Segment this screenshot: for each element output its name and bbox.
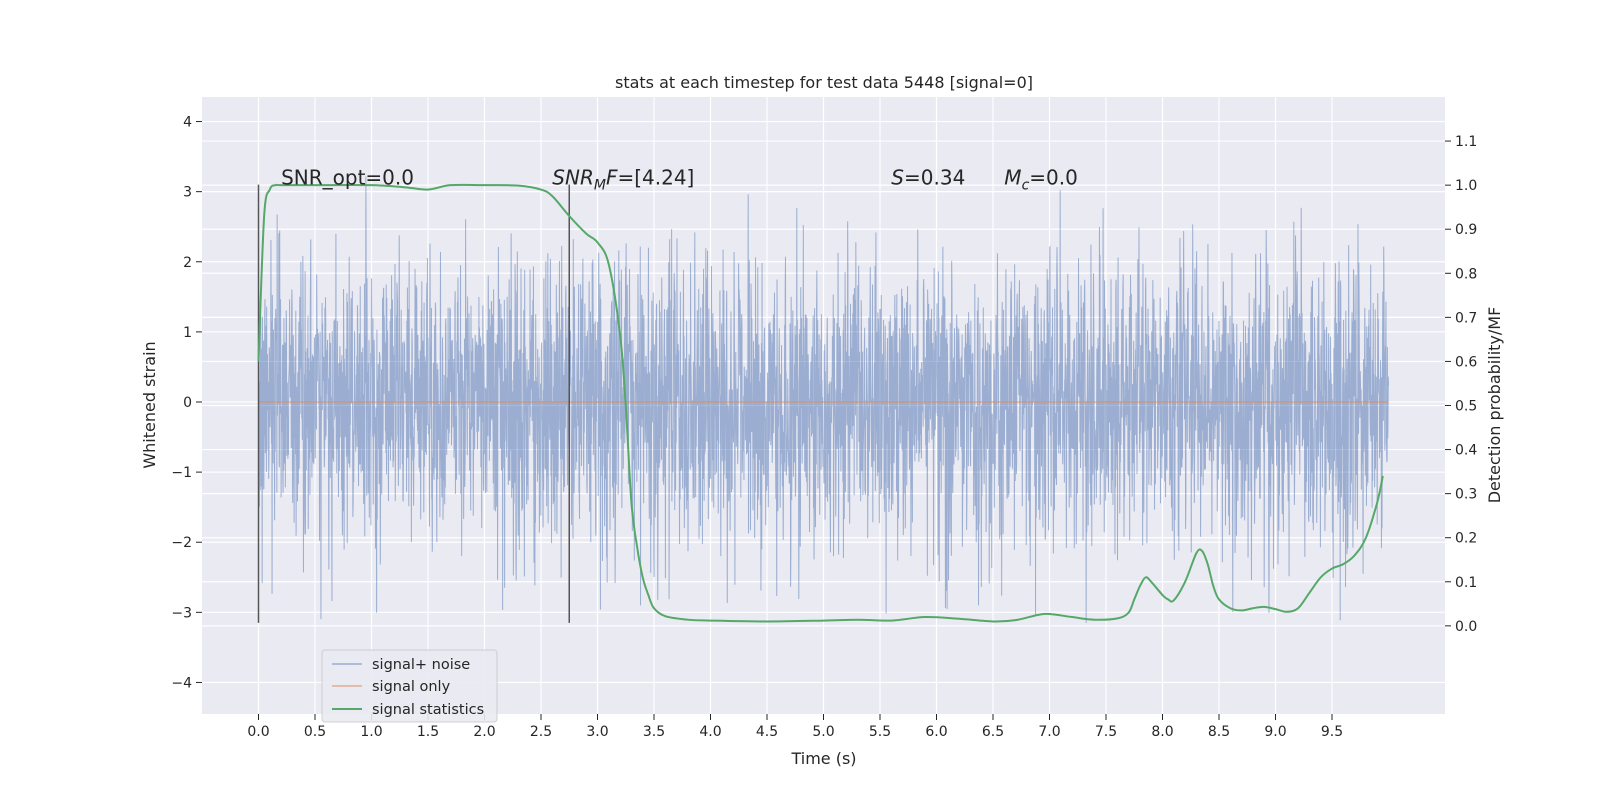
x-tick-label: 5.0 [812, 724, 834, 740]
y-tick-label: 0 [183, 395, 192, 411]
chart-title: stats at each timestep for test data 544… [615, 73, 1033, 92]
x-tick-label: 1.5 [417, 724, 439, 740]
series-signal-statistics [257, 183, 1384, 623]
y-tick-label: 2 [183, 255, 192, 271]
y-tick-label: −3 [171, 605, 192, 621]
annotation: SNRMF=[4.24] [552, 166, 694, 194]
x-tick-label: 2.5 [530, 724, 552, 740]
y2-tick-label: 0.8 [1455, 266, 1477, 282]
x-tick-label: 9.0 [1264, 724, 1286, 740]
x-tick-label: 4.5 [756, 724, 778, 740]
annotations: SNR_opt=0.0 SNRMF=[4.24] S=0.34 Mc=0.0 [281, 166, 1078, 194]
x-axis-ticks: 0.0 0.5 1.0 1.5 2.0 2.5 3.0 3.5 4.0 4.5 5.0 5.5 6.0 6… [247, 714, 1343, 740]
annotation: SNR_opt=0.0 [281, 166, 414, 190]
y2-tick-label: 1.1 [1455, 134, 1477, 150]
y-axis-ticks: −4 −3 −2 −1 0 1 2 3 4 [171, 115, 202, 691]
x-tick-label: 6.5 [982, 724, 1004, 740]
x-tick-label: 7.0 [1038, 724, 1060, 740]
x-tick-label: 0.5 [304, 724, 326, 740]
y2-tick-label: 0.0 [1455, 619, 1477, 635]
series-signal-noise [258, 176, 1389, 623]
y2-tick-label: 0.4 [1455, 443, 1477, 459]
legend-box [321, 649, 498, 723]
vertical-markers [257, 184, 570, 623]
y2-tick-label: 0.9 [1455, 222, 1477, 238]
y2-axis-ticks: 0.0 0.1 0.2 0.3 0.4 0.5 0.6 0.7 0.8 0.9 1.0 1.1 [1445, 134, 1477, 635]
y2-tick-label: 0.7 [1455, 310, 1477, 326]
y2-tick-label: 0.3 [1455, 487, 1477, 503]
legend-label-signal-only: signal only [372, 679, 451, 695]
x-tick-label: 0.0 [247, 724, 269, 740]
annotation: Mc=0.0 [1004, 166, 1078, 194]
statistics-line [257, 183, 1384, 623]
y-tick-label: 1 [183, 325, 192, 341]
x-tick-label: 8.0 [1151, 724, 1173, 740]
x-tick-label: 8.5 [1208, 724, 1230, 740]
legend-label-signal-noise: signal+ noise [372, 657, 470, 673]
y2-axis-label: Detection probability/MF [1485, 307, 1504, 504]
x-tick-label: 1.0 [360, 724, 382, 740]
x-axis-label: Time (s) [790, 749, 856, 768]
y2-tick-label: 0.5 [1455, 399, 1477, 415]
noise-trace [258, 176, 1389, 623]
y-tick-label: 3 [183, 185, 192, 201]
x-tick-label: 2.0 [473, 724, 495, 740]
y2-tick-label: 0.2 [1455, 531, 1477, 547]
x-tick-label: 3.0 [586, 724, 608, 740]
y2-tick-label: 0.6 [1455, 354, 1477, 370]
y-axis-label: Whitened strain [140, 341, 159, 468]
annotation: S=0.34 [891, 166, 965, 190]
x-tick-label: 9.5 [1321, 724, 1343, 740]
x-tick-label: 3.5 [643, 724, 665, 740]
x-tick-label: 5.5 [869, 724, 891, 740]
y-tick-label: −2 [171, 535, 192, 551]
x-tick-label: 7.5 [1095, 724, 1117, 740]
y-tick-label: 4 [183, 115, 192, 131]
x-tick-label: 6.0 [925, 724, 947, 740]
y2-tick-label: 1.0 [1455, 178, 1477, 194]
y-tick-label: −4 [171, 675, 192, 691]
x-tick-label: 4.0 [699, 724, 721, 740]
legend: signal+ noise signal only signal statist… [321, 649, 498, 723]
legend-label-signal-statistics: signal statistics [372, 702, 484, 718]
y-tick-label: −1 [171, 465, 192, 481]
y2-tick-label: 0.1 [1455, 575, 1477, 591]
